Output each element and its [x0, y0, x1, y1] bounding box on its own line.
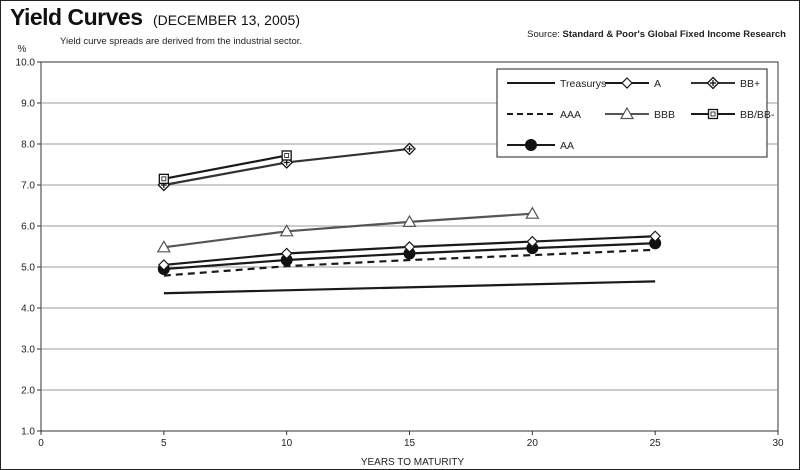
- legend-marker-bbb-shape: [619, 106, 635, 120]
- data-point-a-shape: [526, 235, 539, 248]
- data-point-bb-bb: [158, 173, 169, 185]
- legend-marker-bb-bb-inner: [710, 111, 716, 117]
- data-point-bbb: [156, 240, 171, 253]
- legend-label-aaa: AAA: [560, 109, 581, 121]
- legend-label-aa: AA: [560, 140, 574, 152]
- data-point-a-shape: [280, 247, 293, 260]
- data-point-a-shape: [649, 230, 662, 243]
- y-tick-label: 3.0: [21, 345, 35, 356]
- data-point-bb-bb: [281, 150, 292, 161]
- data-point-a: [649, 230, 662, 243]
- chart-note: Yield curve spreads are derived from the…: [60, 36, 303, 47]
- y-tick-label: 7.0: [21, 181, 35, 192]
- y-tick-label: 8.0: [21, 140, 35, 151]
- x-tick-label: 25: [650, 438, 662, 449]
- data-point-a: [403, 241, 416, 253]
- series-line-treasurys: [163, 280, 656, 295]
- x-tick-label: 0: [38, 438, 44, 449]
- x-tick-label: 20: [527, 438, 539, 449]
- legend-marker-bbb: [619, 106, 635, 120]
- data-point-bbb: [525, 206, 540, 219]
- legend-label-bb-bb: BB/BB-: [740, 109, 775, 121]
- x-tick-label: 5: [161, 438, 167, 449]
- data-point-bb-bb-inner: [161, 176, 167, 182]
- data-point-bbb-shape: [156, 240, 171, 253]
- x-tick-label: 30: [772, 438, 784, 449]
- data-point-a: [157, 259, 170, 271]
- y-tick-label: 1.0: [21, 427, 35, 438]
- data-point-bbb-shape: [525, 206, 540, 219]
- legend-marker-bb: [706, 76, 720, 90]
- legend-marker-bb-bb: [707, 108, 719, 120]
- legend-marker-a-shape: [621, 77, 633, 89]
- legend-label-a: A: [654, 78, 661, 90]
- x-axis-label: YEARS TO MATURITY: [361, 457, 465, 468]
- y-tick-label: 10.0: [16, 58, 36, 69]
- legend-label-treasurys: Treasurys: [560, 78, 606, 90]
- legend-marker-aa-shape: [525, 139, 537, 151]
- chart-source: Source: Standard & Poor's Global Fixed I…: [527, 29, 786, 40]
- y-tick-label: 4.0: [21, 304, 35, 315]
- legend-label-bb: BB+: [740, 78, 760, 90]
- y-tick-label: 9.0: [21, 99, 35, 110]
- data-point-bb: [403, 142, 416, 156]
- x-tick-label: 10: [281, 438, 293, 449]
- legend-label-bbb: BBB: [654, 109, 675, 121]
- data-point-bb-bb-inner: [284, 153, 290, 158]
- data-point-bb-bb-shape: [281, 150, 292, 161]
- y-axis-label: %: [18, 44, 27, 55]
- data-point-bbb-shape: [402, 214, 417, 227]
- series-line-bbb: [163, 212, 533, 249]
- y-tick-label: 5.0: [21, 263, 35, 274]
- data-point-bbb: [402, 214, 417, 227]
- data-point-a: [280, 247, 293, 260]
- legend-marker-bb-bb-shape: [707, 108, 719, 120]
- data-point-a-shape: [403, 241, 416, 253]
- chart-subtitle: (DECEMBER 13, 2005): [152, 12, 300, 28]
- y-tick-label: 6.0: [21, 222, 35, 233]
- source-name: Standard & Poor's Global Fixed Income Re…: [562, 29, 786, 40]
- y-tick-label: 2.0: [21, 386, 35, 397]
- x-tick-label: 15: [404, 438, 416, 449]
- legend-marker-a: [621, 77, 633, 89]
- chart-title-block: Yield Curves (DECEMBER 13, 2005): [10, 4, 300, 31]
- series-line-aaa: [163, 248, 656, 277]
- data-point-bb-bb-shape: [158, 173, 169, 185]
- legend-marker-aa: [525, 139, 537, 151]
- source-prefix: Source:: [527, 29, 560, 40]
- data-point-bbb-shape: [279, 224, 294, 237]
- data-point-a: [526, 235, 539, 248]
- data-point-a-shape: [157, 259, 170, 271]
- data-point-bbb: [279, 224, 294, 237]
- chart-title: Yield Curves: [10, 4, 143, 30]
- series-line-bb-bb: [163, 154, 287, 180]
